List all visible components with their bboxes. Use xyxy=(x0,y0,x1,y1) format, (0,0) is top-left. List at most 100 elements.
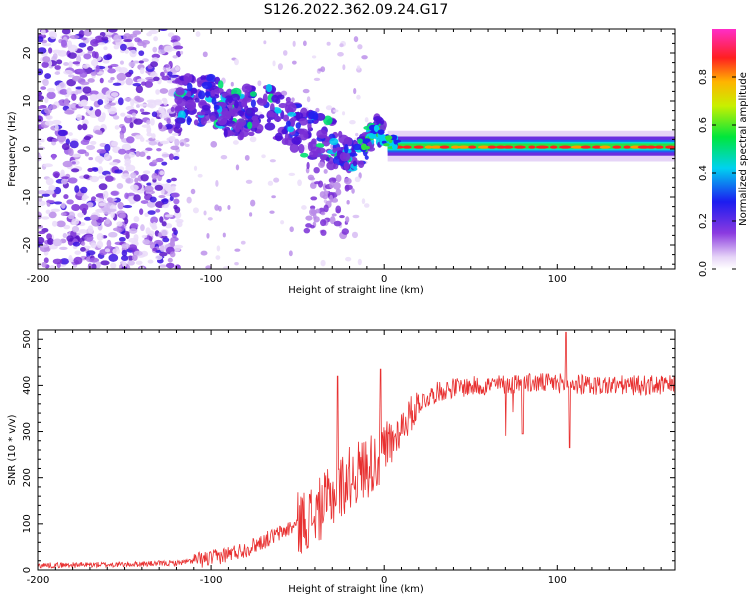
spectrogram-scatter-blob xyxy=(232,140,239,145)
spectrogram-ridge-blob xyxy=(210,89,216,97)
spectrogram-scatter-blob xyxy=(288,250,293,257)
spectrogram-noise-blob xyxy=(87,50,93,54)
spectrogram-noise-blob xyxy=(74,250,81,255)
spectrogram-scatter-blob xyxy=(356,65,361,70)
spectrogram-noise-blob xyxy=(158,194,166,199)
spectrogram-noise-blob xyxy=(74,185,80,193)
spectrogram-scatter-blob xyxy=(291,60,297,65)
spectrogram-noise-blob xyxy=(40,86,47,90)
spectrogram-scatter-blob xyxy=(280,90,288,96)
spectrogram-ridge-blob xyxy=(186,115,192,126)
spectrogram-ridge-blob xyxy=(201,81,213,90)
spectrogram-ridge-blob xyxy=(228,95,233,104)
spectrogram-scatter-blob xyxy=(227,205,231,210)
spectrogram-ridge-blob xyxy=(343,161,350,171)
spectrogram-tail-blob xyxy=(319,191,326,198)
spectrogram-ridge-blob xyxy=(343,136,353,147)
spectrogram-noise-blob xyxy=(129,122,134,129)
spectrogram-noise-blob xyxy=(80,247,86,252)
spectrogram-noise-blob xyxy=(161,204,169,209)
spectrogram-ridge-blob xyxy=(306,119,314,124)
spectrogram-noise-blob xyxy=(97,166,104,174)
spectrogram-noise-blob xyxy=(42,78,49,87)
spectrogram-scatter-blob xyxy=(332,109,339,113)
spectrogram-noise-blob xyxy=(71,203,81,212)
spectrogram-scatter-blob xyxy=(249,212,253,217)
spectrogram-scatter-blob xyxy=(261,154,266,159)
spectrogram-noise-blob xyxy=(121,125,127,134)
spectrogram-ridge-blob xyxy=(244,89,249,99)
spectrogram-noise-blob xyxy=(63,62,69,66)
spectrogram-noise-blob xyxy=(104,143,111,152)
spectrogram-ridge-blob xyxy=(249,91,257,97)
spectrogram-ridge-blob xyxy=(217,115,228,126)
spectrogram-noise-blob xyxy=(71,93,77,101)
snr-frame xyxy=(37,329,676,571)
spectrogram-noise-blob xyxy=(38,94,45,101)
spectrogram-noise-blob xyxy=(50,208,61,213)
spectrogram-scatter-blob xyxy=(342,64,346,71)
spectrogram-noise-blob xyxy=(110,92,119,97)
spectrogram-noise-blob xyxy=(38,236,45,244)
spectrogram-scatter-blob xyxy=(289,226,294,233)
spectrogram-noise-blob xyxy=(135,260,143,265)
spectrogram-noise-blob xyxy=(116,72,127,81)
spectrogram-noise-blob xyxy=(63,70,74,75)
spectrogram-noise-blob xyxy=(161,198,169,205)
spectrogram-noise-blob xyxy=(86,144,96,151)
spectrogram-noise-blob xyxy=(107,208,117,212)
spectrogram-scatter-blob xyxy=(215,255,221,260)
spectrogram-noise-blob xyxy=(83,53,92,60)
spectrogram-ridge-blob xyxy=(282,114,290,122)
spectrogram-noise-blob xyxy=(126,46,137,51)
spectrogram-ridge-blob xyxy=(247,121,253,130)
spectrogram-noise-blob xyxy=(131,254,138,261)
spectrogram-noise-blob xyxy=(107,79,113,84)
spectrogram-noise-blob xyxy=(101,112,106,120)
spectrogram-noise-blob xyxy=(167,257,173,263)
spectrogram-noise-blob xyxy=(167,71,173,76)
spectrogram-noise-blob xyxy=(44,73,52,79)
spec-ytick-label: 10 xyxy=(22,95,33,108)
spectrogram-noise-blob xyxy=(87,78,95,83)
spectrogram-xlabel: Height of straight line (km) xyxy=(288,285,424,296)
spectrogram-scatter-blob xyxy=(339,43,344,48)
spectrogram-noise-blob xyxy=(167,32,175,38)
spectrogram-ridge-blob xyxy=(291,136,302,145)
spectrogram-core-blob xyxy=(592,145,603,149)
spectrogram-noise-blob xyxy=(42,43,52,47)
spectrogram-noise-blob xyxy=(146,155,151,160)
spectrogram-core-blob xyxy=(514,145,526,149)
spectrogram-ridge-blob xyxy=(343,144,349,154)
spectrogram-ridge-blob xyxy=(200,117,207,126)
spectrogram-scatter-blob xyxy=(220,155,228,160)
spectrogram-noise-blob xyxy=(124,192,129,200)
spectrogram-scatter-blob xyxy=(337,52,344,57)
spectrogram-noise-blob xyxy=(122,204,133,209)
spectrogram-ridge-blob xyxy=(211,97,217,105)
spectrogram-ridge-blob xyxy=(198,90,206,100)
spectrogram-ridge-blob xyxy=(289,143,300,153)
spectrogram-noise-blob xyxy=(71,153,82,158)
spectrogram-noise-blob xyxy=(91,263,97,269)
spectrogram-noise-blob xyxy=(123,39,133,43)
spectrogram-noise-blob xyxy=(146,132,153,137)
spectrogram-noise-blob xyxy=(157,49,166,55)
spectrogram-core-blob xyxy=(665,145,675,149)
spectrogram-noise-blob xyxy=(129,49,137,58)
spectrogram-noise-blob xyxy=(119,60,124,65)
spectrogram-noise-blob xyxy=(97,42,106,46)
spectrogram-noise-blob xyxy=(61,178,68,185)
spectrogram-scatter-blob xyxy=(230,81,234,87)
spectrogram-core-blob xyxy=(630,145,641,149)
spectrogram-noise-blob xyxy=(140,224,145,232)
spectrogram-noise-blob xyxy=(152,159,158,164)
spectrogram-core-blob xyxy=(549,145,558,149)
spectrogram-tail-blob xyxy=(323,204,329,213)
spectrogram-noise-blob xyxy=(134,177,139,184)
spectrogram-tail-blob xyxy=(306,161,310,170)
spectrogram-noise-blob xyxy=(139,67,145,75)
spectrogram-noise-blob xyxy=(66,199,74,205)
spectrogram-tail-blob xyxy=(335,188,342,196)
spectrogram-noise-blob xyxy=(158,122,163,130)
